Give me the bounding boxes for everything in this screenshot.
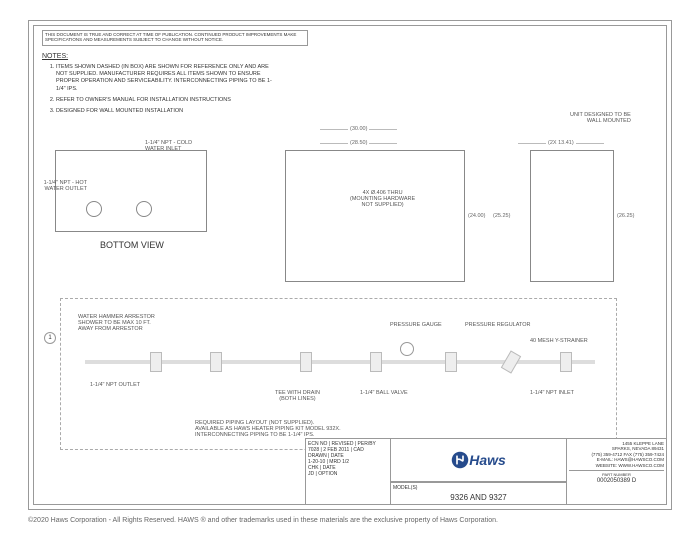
gauge-label: PRESSURE GAUGE bbox=[390, 322, 442, 328]
strainer-label: 40 MESH Y-STRAINER bbox=[530, 338, 588, 344]
mounting-label: 4X Ø.406 THRU (MOUNTING HARDWARE NOT SUP… bbox=[350, 190, 415, 208]
partno-value: 0002050389 D bbox=[569, 478, 664, 485]
hot-outlet-label: 1-1/4" NPT - HOT WATER OUTLET bbox=[42, 180, 87, 192]
dim-side-h: (26.25) bbox=[617, 213, 634, 219]
haws-logo-icon bbox=[451, 451, 469, 469]
dim-24: (24.00) bbox=[468, 213, 485, 219]
required-piping-label: REQUIRED PIPING LAYOUT (NOT SUPPLIED). A… bbox=[195, 420, 341, 438]
inlet-circle bbox=[136, 201, 152, 217]
drawing-page: THIS DOCUMENT IS TRUE AND CORRECT AT TIM… bbox=[0, 0, 700, 550]
outlet-circle bbox=[86, 201, 102, 217]
note-2: REFER TO OWNER'S MANUAL FOR INSTALLATION… bbox=[56, 97, 272, 104]
regulator-label: PRESSURE REGULATOR bbox=[465, 322, 531, 328]
disclaimer-box: THIS DOCUMENT IS TRUE AND CORRECT AT TIM… bbox=[42, 30, 308, 46]
inlet-label: 1-1/4" NPT INLET bbox=[530, 390, 574, 396]
fitting-ball bbox=[370, 352, 382, 372]
dim-side-w: (2X 13.41) bbox=[548, 140, 574, 146]
dim-25: (25.25) bbox=[493, 213, 510, 219]
fitting-inlet bbox=[560, 352, 572, 372]
outlet-label: 1-1/4" NPT OUTLET bbox=[90, 382, 140, 388]
model-cell: MODEL(S) 9326 AND 9327 bbox=[391, 482, 566, 504]
tee-label: TEE WITH DRAIN (BOTH LINES) bbox=[275, 390, 320, 402]
bottom-view-label: BOTTOM VIEW bbox=[100, 240, 164, 250]
brand-text: Haws bbox=[469, 452, 506, 468]
side-view-box bbox=[530, 150, 614, 282]
front-view-box bbox=[285, 150, 465, 282]
notes-block: NOTES: ITEMS SHOWN DASHED (IN BOX) ARE S… bbox=[42, 52, 272, 119]
note-3: DESIGNED FOR WALL MOUNTED INSTALLATION bbox=[56, 108, 272, 115]
fitting-2 bbox=[210, 352, 222, 372]
copyright-line: ©2020 Haws Corporation - All Rights Rese… bbox=[28, 517, 672, 524]
model-header: MODEL(S) bbox=[393, 485, 417, 491]
cold-inlet-label: 1-1/4" NPT - COLD WATER INLET bbox=[145, 140, 192, 152]
model-value: 9326 AND 9327 bbox=[393, 493, 564, 502]
fitting-regulator bbox=[445, 352, 457, 372]
logo-cell: Haws bbox=[391, 439, 566, 482]
fitting-1 bbox=[150, 352, 162, 372]
notes-header: NOTES: bbox=[42, 52, 272, 61]
hammer-label: WATER HAMMER ARRESTOR SHOWER TO BE MAX 1… bbox=[78, 314, 155, 332]
dim-28: (28.50) bbox=[350, 140, 367, 146]
note-bubble-1: 1 bbox=[44, 332, 56, 344]
gauge-icon bbox=[400, 342, 414, 356]
note-1: ITEMS SHOWN DASHED (IN BOX) ARE SHOWN FO… bbox=[56, 64, 272, 93]
dim-30: (30.00) bbox=[350, 126, 367, 132]
ball-label: 1-1/4" BALL VALVE bbox=[360, 390, 408, 396]
revision-col: ECN NO | REVISED | PER/BY 7028 | 2 FEB 2… bbox=[306, 439, 391, 504]
address-text: 1455 KLEPPE LANE SPARKS, NEVADA 89431 (7… bbox=[569, 441, 664, 468]
wall-mount-label: UNIT DESIGNED TO BE WALL MOUNTED bbox=[570, 112, 631, 124]
address-col: 1455 KLEPPE LANE SPARKS, NEVADA 89431 (7… bbox=[567, 439, 666, 504]
title-block: ECN NO | REVISED | PER/BY 7028 | 2 FEB 2… bbox=[305, 438, 667, 505]
fitting-tee bbox=[300, 352, 312, 372]
